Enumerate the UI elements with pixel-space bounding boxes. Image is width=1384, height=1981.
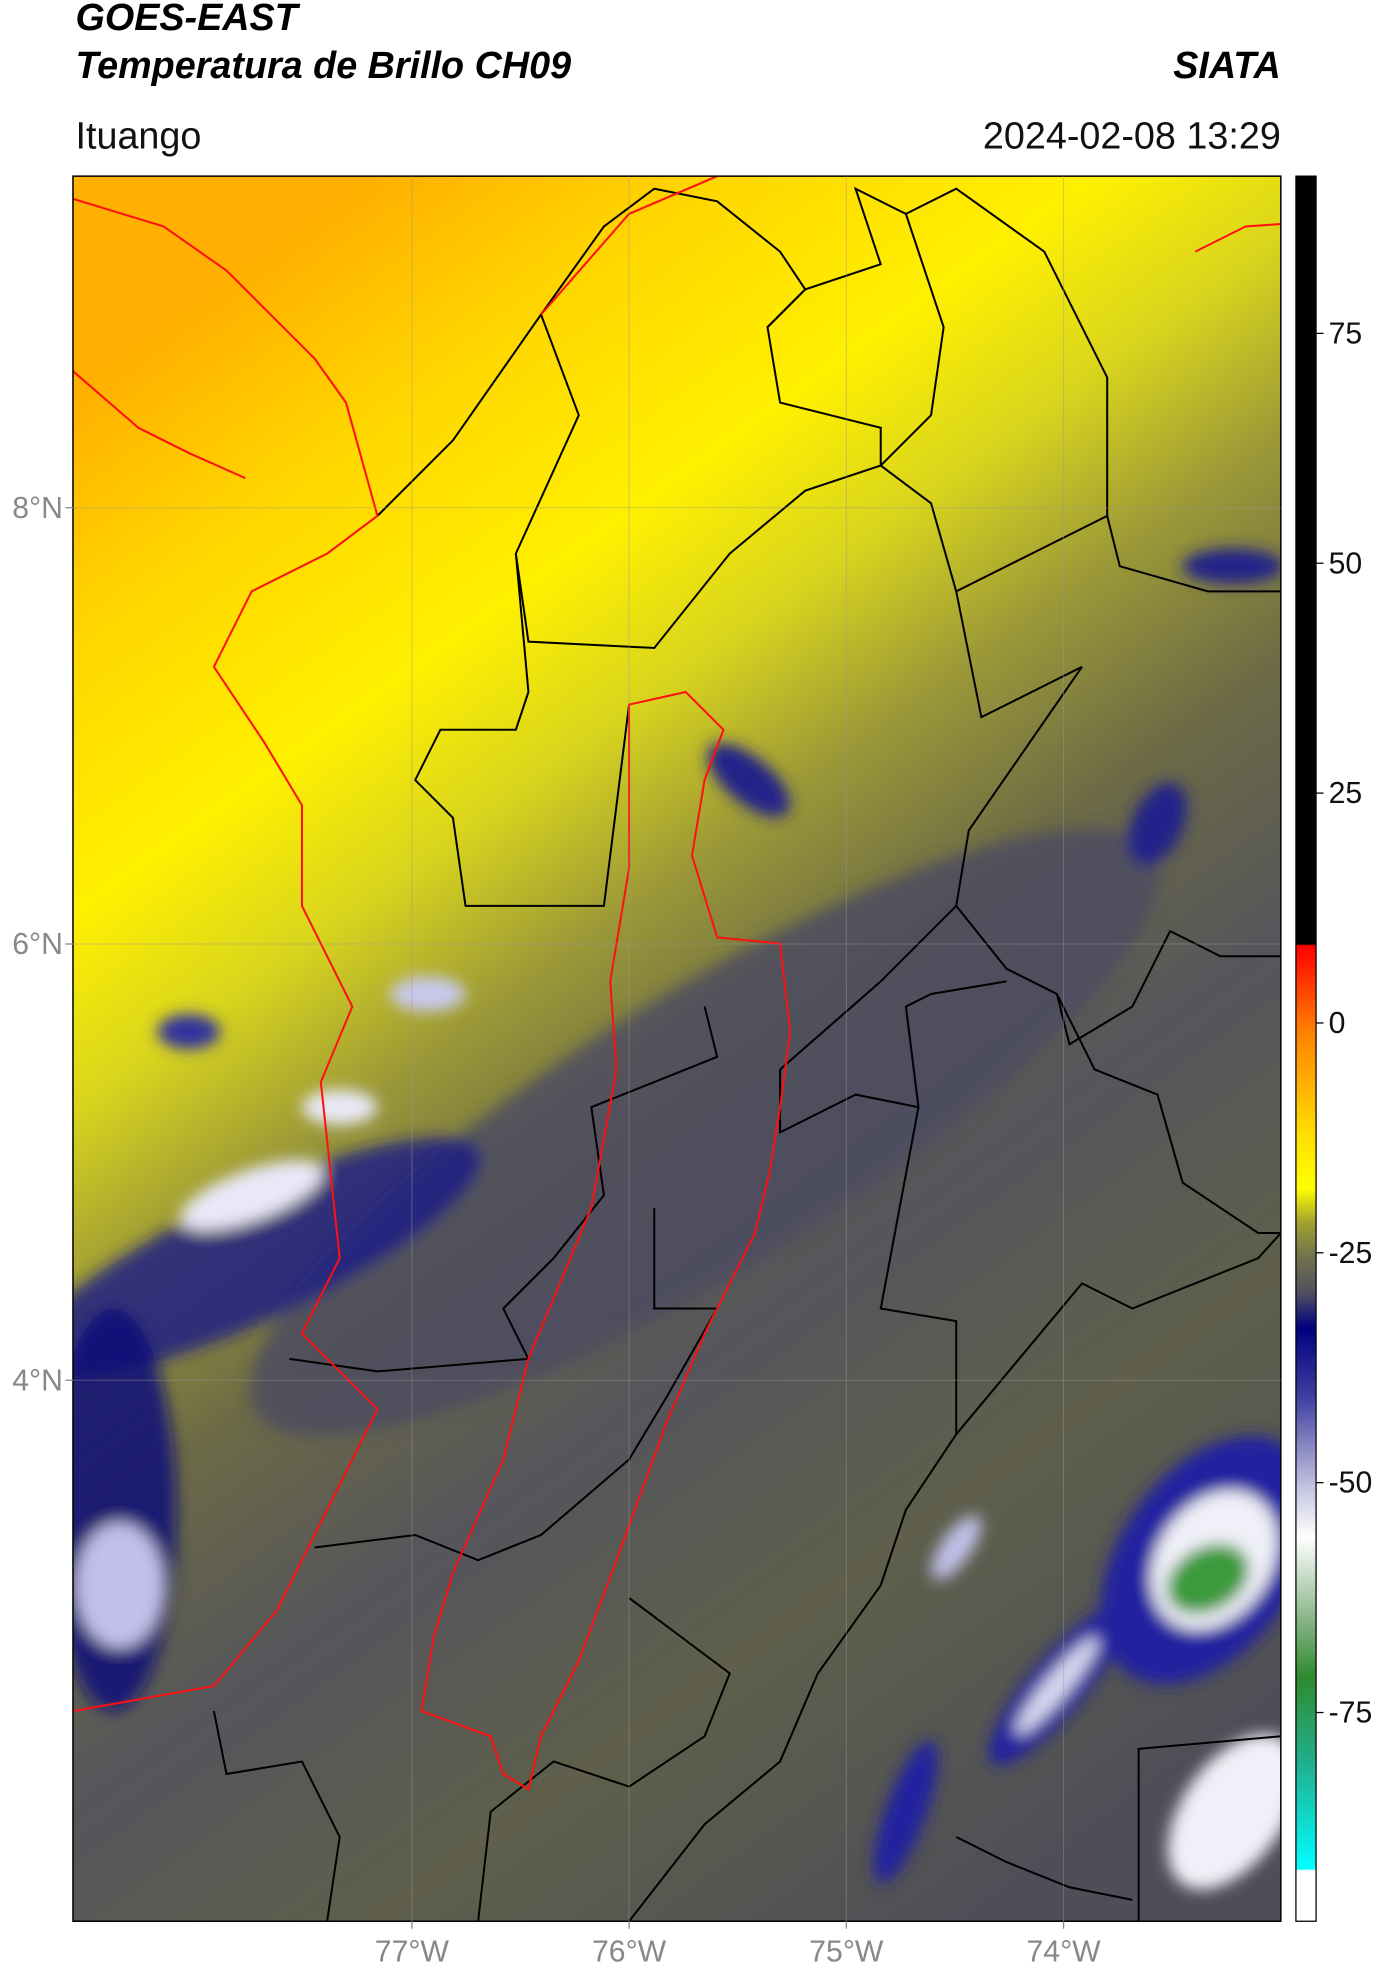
map-frame — [72, 175, 1282, 1922]
lon-tick-label: 74°W — [1027, 1935, 1102, 1968]
colorbar-tick-label: 25 — [1329, 777, 1363, 810]
lat-tick-label: 8°N — [12, 492, 63, 525]
borders — [212, 186, 1281, 1922]
lon-tick-label: 75°W — [809, 1935, 884, 1968]
lat-tick-label: 4°N — [12, 1364, 63, 1397]
map — [72, 176, 1281, 1922]
source: SIATA — [1173, 44, 1281, 86]
subtitle: Temperatura de Brillo CH09 — [75, 44, 571, 86]
lon-tick-label: 76°W — [592, 1935, 667, 1968]
axes: 8°N 6°N 4°N 77°W 76°W 75°W 74°W 75 50 25 0 -25 -50 -7… — [12, 176, 1372, 1968]
coast-and-basin — [72, 176, 1281, 1791]
colorbar-tick-label: -25 — [1329, 1237, 1373, 1270]
lon-tick-label: 77°W — [375, 1935, 450, 1968]
lat-tick-label: 6°N — [12, 928, 63, 961]
title: GOES-EAST — [75, 0, 300, 38]
colorbar-tick-label: -75 — [1329, 1697, 1373, 1730]
region: Ituango — [75, 114, 201, 156]
cloud-field — [72, 548, 1281, 1890]
colorbar-tick-label: 50 — [1329, 547, 1363, 580]
colorbar — [1295, 175, 1317, 1922]
timestamp: 2024-02-08 13:29 — [983, 114, 1281, 156]
colorbar-tick-label: -50 — [1329, 1467, 1373, 1500]
colorbar-tick-label: 75 — [1329, 317, 1363, 350]
colorbar-tick-label: 0 — [1329, 1007, 1346, 1040]
